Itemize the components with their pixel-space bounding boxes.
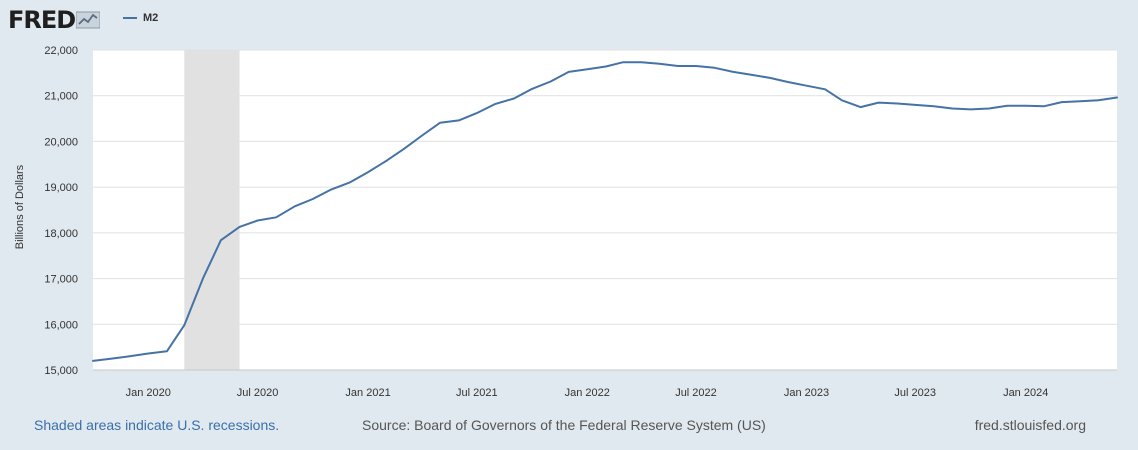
x-tick-label: Jan 2023 <box>784 387 829 399</box>
recession-note[interactable]: Shaded areas indicate U.S. recessions. <box>34 417 280 433</box>
x-tick-label: Jan 2020 <box>126 387 171 399</box>
x-tick-label: Jul 2022 <box>675 387 717 399</box>
axis-layer: 15,000 16,000 17,000 18,000 19,000 20,000 21,0… <box>44 45 1117 399</box>
x-tick-label: Jan 2024 <box>1003 387 1048 399</box>
recession-band <box>184 50 240 370</box>
x-tick-label: Jan 2021 <box>345 387 390 399</box>
source-credit: Source: Board of Governors of the Federa… <box>362 417 766 433</box>
series-layer <box>92 61 1118 362</box>
grid-layer <box>93 49 1117 325</box>
y-tick-label: 17,000 <box>44 274 78 286</box>
legend-swatch <box>123 17 137 19</box>
m2-line-chart: 15,000 16,000 17,000 18,000 19,000 20,000 21,0… <box>44 45 1118 399</box>
site-link[interactable]: fred.stlouisfed.org <box>974 417 1086 433</box>
fred-logo[interactable]: FRED <box>8 5 101 35</box>
trend-chart-icon <box>76 11 101 29</box>
chart-legend[interactable]: M2 <box>123 12 158 24</box>
x-tick-label: Jul 2023 <box>894 387 936 399</box>
y-tick-label: 22,000 <box>44 45 78 57</box>
x-tick-label: Jul 2020 <box>237 387 279 399</box>
plot-area <box>93 50 1117 370</box>
legend-label: M2 <box>143 12 159 24</box>
y-tick-label: 15,000 <box>44 365 78 377</box>
recession-layer <box>184 50 240 370</box>
x-tick-label: Jan 2022 <box>565 387 610 399</box>
y-tick-label: 18,000 <box>44 228 78 240</box>
y-tick-label: 19,000 <box>44 182 78 194</box>
fred-logo-text: FRED <box>8 6 76 34</box>
y-tick-label: 16,000 <box>44 319 78 331</box>
chart-header: FRED M2 <box>0 0 1138 40</box>
x-tick-label: Jul 2021 <box>456 387 498 399</box>
y-tick-label: 20,000 <box>44 136 78 148</box>
y-tick-label: 21,000 <box>44 91 78 103</box>
series-line-m2 <box>92 61 1118 362</box>
